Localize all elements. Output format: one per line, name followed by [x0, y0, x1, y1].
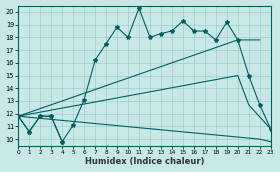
X-axis label: Humidex (Indice chaleur): Humidex (Indice chaleur) [85, 157, 204, 166]
